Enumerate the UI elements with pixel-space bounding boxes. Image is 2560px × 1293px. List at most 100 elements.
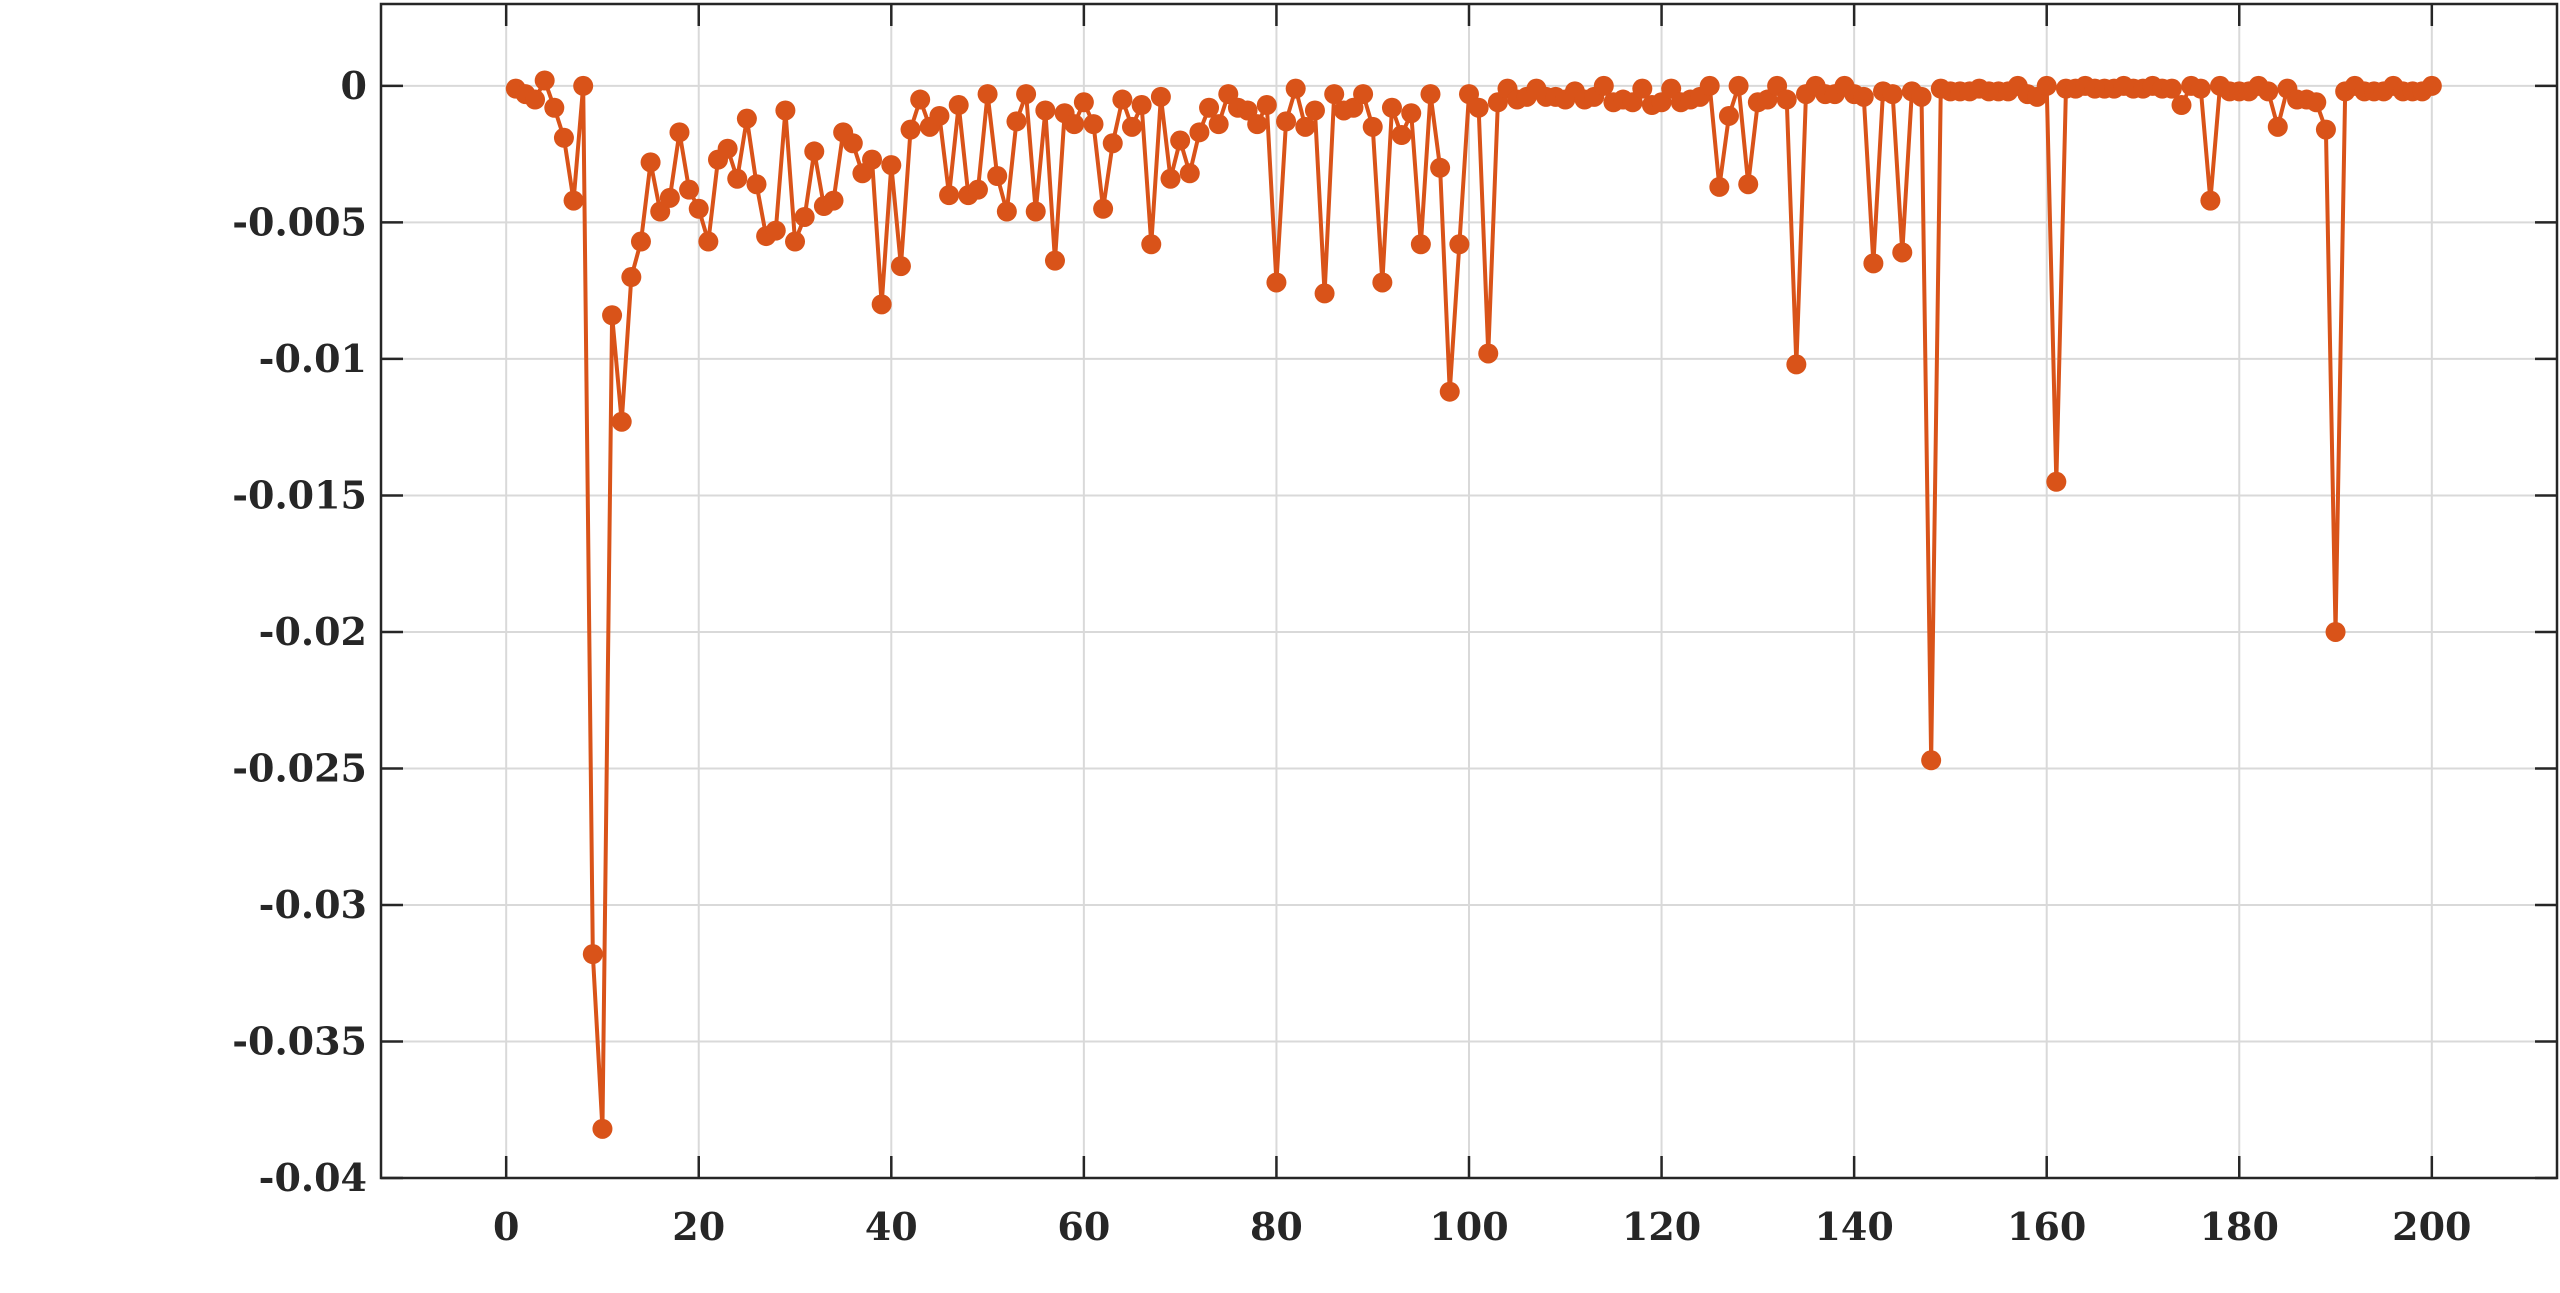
- data-point: [1044, 250, 1065, 271]
- data-point: [525, 89, 546, 110]
- data-point: [1131, 95, 1152, 116]
- data-point: [1006, 111, 1027, 132]
- data-point: [765, 220, 786, 241]
- data-point: [1882, 84, 1903, 105]
- data-point: [794, 206, 815, 227]
- y-tick-label: -0.015: [232, 472, 367, 517]
- data-point: [1314, 283, 1335, 304]
- data-point: [1863, 253, 1884, 274]
- data-point: [640, 152, 661, 173]
- plot-frame: [379, 2, 2559, 1180]
- data-point: [1304, 100, 1325, 121]
- data-point: [688, 198, 709, 219]
- x-tick-label: 40: [865, 1204, 918, 1249]
- data-point: [1381, 97, 1402, 118]
- data-point: [948, 95, 969, 116]
- x-tick-label: 20: [672, 1204, 725, 1249]
- data-point: [727, 168, 748, 189]
- data-point: [1160, 168, 1181, 189]
- data-point: [1093, 198, 1114, 219]
- data-point: [1401, 103, 1422, 124]
- data-point: [669, 122, 690, 143]
- data-point: [890, 256, 911, 277]
- data-point: [659, 187, 680, 208]
- data-point: [2421, 75, 2442, 96]
- data-point: [736, 108, 757, 129]
- data-point: [1150, 86, 1171, 107]
- data-point: [1372, 272, 1393, 293]
- data-point: [1170, 130, 1191, 151]
- data-point: [1718, 105, 1739, 126]
- data-point: [1738, 174, 1759, 195]
- data-point: [1853, 86, 1874, 107]
- tick-label-layer: 0 20 40 60 80 100 120 140 160 180 200 0 -0.005 -0.01 -…: [232, 63, 2471, 1249]
- data-point: [2046, 471, 2067, 492]
- data-point: [2036, 75, 2057, 96]
- data-point: [1016, 84, 1037, 105]
- grid-layer: [381, 4, 2557, 1179]
- data-point: [1362, 116, 1383, 137]
- data-point: [1632, 78, 1653, 99]
- data-point: [1035, 100, 1056, 121]
- data-point: [1179, 163, 1200, 184]
- series-layer: [505, 70, 2442, 1139]
- data-point: [2267, 116, 2288, 137]
- data-point: [1709, 176, 1730, 197]
- data-point: [900, 119, 921, 140]
- data-point: [2315, 119, 2336, 140]
- data-point: [1295, 116, 1316, 137]
- data-point: [573, 75, 594, 96]
- data-point: [679, 179, 700, 200]
- data-point: [1439, 381, 1460, 402]
- data-point: [1141, 234, 1162, 255]
- x-tick-label: 60: [1057, 1204, 1110, 1249]
- data-point: [1247, 114, 1268, 135]
- y-tick-label: -0.02: [259, 609, 367, 654]
- y-tick-label: -0.035: [232, 1018, 367, 1063]
- data-point: [987, 166, 1008, 186]
- data-point: [630, 231, 651, 252]
- data-point: [746, 174, 767, 195]
- y-tick-label: -0.005: [232, 199, 367, 244]
- y-tick-label: -0.01: [259, 336, 367, 381]
- data-point: [621, 267, 642, 288]
- data-point: [871, 294, 892, 315]
- data-point: [1449, 234, 1470, 255]
- data-point: [1276, 111, 1297, 132]
- data-point: [1324, 84, 1345, 105]
- data-point: [1266, 272, 1287, 293]
- data-point: [1199, 97, 1220, 118]
- data-point: [1391, 125, 1412, 146]
- data-point: [1786, 354, 1807, 375]
- data-point: [602, 305, 623, 326]
- data-point: [1410, 234, 1431, 255]
- data-point: [1728, 75, 1749, 96]
- data-point: [717, 138, 738, 159]
- y-tick-label: 0: [341, 63, 367, 108]
- data-point: [1208, 114, 1229, 135]
- data-point: [2258, 81, 2279, 102]
- data-point: [698, 231, 719, 252]
- x-tick-label: 0: [493, 1204, 519, 1249]
- x-tick-label: 100: [1429, 1204, 1508, 1249]
- x-tick-label: 140: [1814, 1204, 1893, 1249]
- data-point: [1102, 133, 1123, 154]
- data-point: [534, 70, 555, 91]
- data-point: [1478, 343, 1499, 364]
- data-point: [1353, 84, 1374, 105]
- data-point: [1122, 116, 1143, 137]
- data-point: [775, 100, 796, 121]
- x-tick-label: 80: [1250, 1204, 1303, 1249]
- data-point: [1285, 78, 1306, 99]
- data-point: [553, 127, 574, 148]
- data-point: [1911, 86, 1932, 107]
- data-point: [1593, 75, 1614, 96]
- data-point: [2161, 78, 2182, 99]
- x-tick-label: 180: [2200, 1204, 2279, 1249]
- axis-layer: [379, 2, 2559, 1180]
- x-tick-label: 200: [2392, 1204, 2471, 1249]
- data-point: [967, 179, 988, 200]
- data-point: [929, 105, 950, 126]
- x-tick-label: 120: [1622, 1204, 1701, 1249]
- data-point: [1189, 122, 1210, 143]
